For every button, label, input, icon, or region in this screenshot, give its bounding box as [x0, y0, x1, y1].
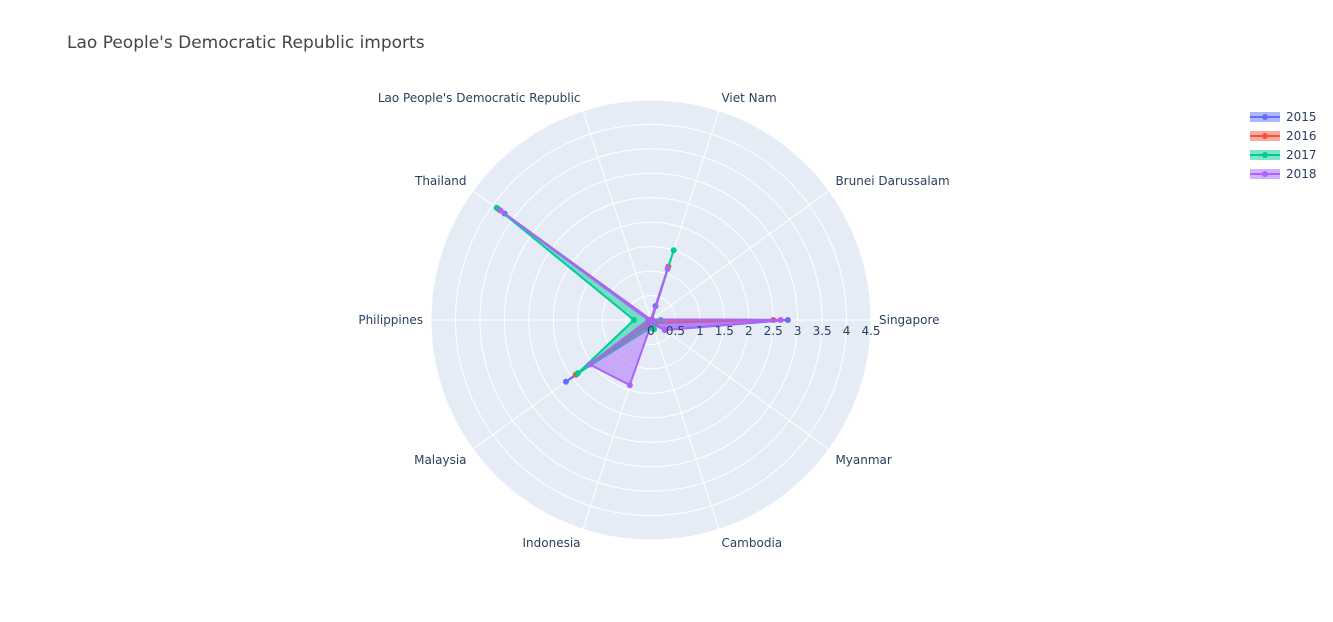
category-label: Thailand	[414, 174, 467, 188]
radial-tick-label: 2.5	[764, 324, 783, 338]
point-2015-6	[562, 378, 569, 385]
grid-spoke	[650, 319, 720, 530]
category-label: Myanmar	[835, 453, 891, 467]
category-label: Lao People's Democratic Republic	[378, 91, 581, 105]
legend-swatch-icon	[1250, 111, 1280, 122]
point-2017-5	[630, 317, 637, 323]
legend-label: 2018	[1286, 166, 1317, 181]
legend-label: 2015	[1286, 109, 1317, 124]
legend-label: 2017	[1286, 147, 1317, 162]
legend-item-2015[interactable]: 2015	[1250, 107, 1317, 126]
legend-label: 2016	[1286, 128, 1317, 143]
point-2015-0	[784, 317, 791, 323]
point-2017-2	[670, 247, 677, 254]
grid-spoke	[582, 110, 652, 321]
point-2018-7	[626, 382, 633, 389]
point-2018-6	[586, 361, 593, 368]
grid-spoke	[650, 319, 830, 450]
radial-tick-label: 3	[794, 324, 802, 338]
point-2017-8	[651, 326, 658, 333]
legend: 2015 2016 2017 2018	[1250, 107, 1317, 183]
radial-tick-label: 0	[647, 324, 655, 338]
category-label: Singapore	[879, 313, 940, 327]
radial-tick-label: 4	[843, 324, 851, 338]
point-2018-9	[661, 327, 668, 334]
radial-tick-label: 3.5	[813, 324, 832, 338]
category-label: Indonesia	[523, 536, 581, 550]
point-2018-2	[664, 265, 671, 272]
radial-tick-label: 0.5	[666, 324, 685, 338]
chart-title: Lao People's Democratic Republic imports	[67, 33, 425, 53]
grid-spoke	[650, 190, 830, 321]
category-label: Cambodia	[721, 536, 782, 550]
point-2018-0	[777, 317, 784, 323]
legend-swatch-icon	[1250, 149, 1280, 160]
category-label: Philippines	[358, 313, 423, 327]
point-2018-8	[648, 319, 655, 326]
legend-item-2017[interactable]: 2017	[1250, 145, 1317, 164]
legend-item-2016[interactable]: 2016	[1250, 126, 1317, 145]
legend-swatch-icon	[1250, 168, 1280, 179]
radial-tick-label: 2	[745, 324, 753, 338]
radial-tick-label: 1.5	[715, 324, 734, 338]
point-2018-4	[497, 207, 504, 214]
radial-tick-label: 4.5	[861, 324, 880, 338]
category-label: Viet Nam	[721, 91, 776, 105]
radial-tick-label: 1	[696, 324, 704, 338]
legend-item-2018[interactable]: 2018	[1250, 164, 1317, 183]
series-layer	[493, 204, 791, 389]
legend-swatch-icon	[1250, 130, 1280, 141]
category-label: Brunei Darussalam	[835, 174, 949, 188]
category-label: Malaysia	[414, 453, 466, 467]
point-2017-6	[574, 370, 581, 377]
